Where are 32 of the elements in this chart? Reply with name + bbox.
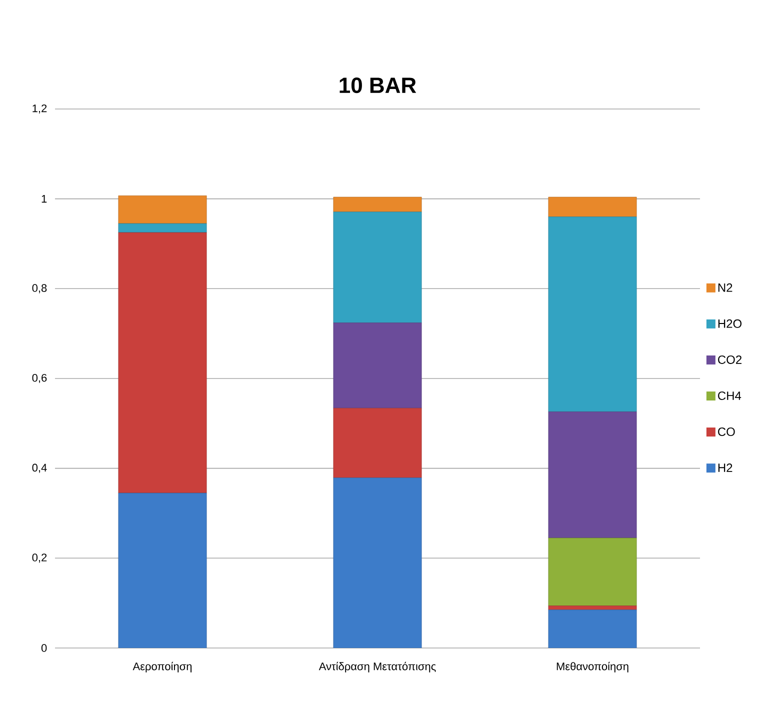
bar: [118, 492, 207, 648]
bar: [548, 538, 637, 606]
legend-label: CO2: [718, 355, 742, 364]
bar: [548, 196, 637, 217]
x-tick-label: Μεθανοποίηση: [556, 662, 628, 672]
y-tick-label: 1: [42, 195, 47, 203]
legend-label: H2O: [718, 319, 742, 328]
legend-label: CH4: [718, 391, 742, 400]
chart-title: 10 BAR: [340, 78, 416, 94]
bar: [548, 610, 637, 648]
legend-label: H2: [718, 464, 732, 472]
bar: [333, 478, 422, 648]
bar: [548, 412, 637, 538]
y-tick-label: 0: [41, 644, 47, 652]
bar: [118, 223, 207, 233]
bar: [548, 606, 637, 610]
y-tick-label: 0,6: [32, 374, 47, 384]
bar: [333, 196, 422, 212]
bar: [333, 212, 422, 323]
x-tick-label: Αντίδραση Μετατόπισης: [318, 662, 436, 672]
bar: [118, 232, 207, 494]
legend-label: N2: [718, 283, 732, 292]
legend-label: CO: [718, 428, 735, 436]
bar: [333, 408, 422, 478]
y-tick-label: 1,2: [32, 104, 47, 114]
y-tick-label: 0,4: [32, 464, 47, 473]
x-tick-label: Αεροποίηση: [132, 662, 192, 672]
y-tick-label: 0,2: [32, 554, 47, 563]
bar: [333, 322, 422, 408]
bar: [548, 216, 637, 412]
bar: [118, 196, 207, 224]
y-tick-label: 0,8: [32, 284, 47, 294]
